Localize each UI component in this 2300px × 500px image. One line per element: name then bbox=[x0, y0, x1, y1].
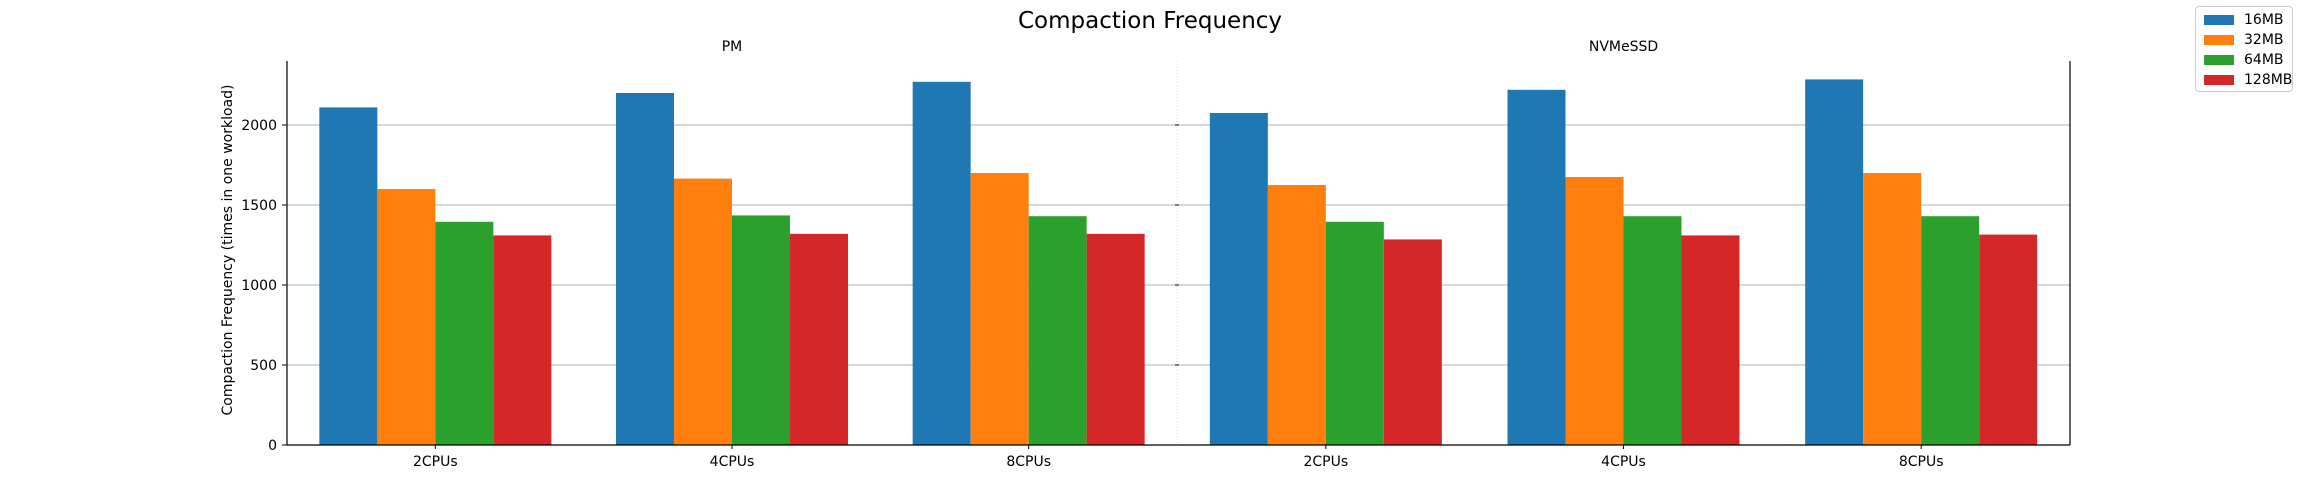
bar-pm-2cpus-64mb bbox=[435, 221, 494, 445]
bar-pm-4cpus-16mb bbox=[616, 93, 674, 445]
legend-label-64mb: 64MB bbox=[2244, 52, 2284, 68]
bar-pm-8cpus-32mb bbox=[970, 173, 1029, 445]
x-tick-label: 4CPUs bbox=[710, 454, 755, 470]
bar-nvmessd-8cpus-128mb bbox=[1979, 234, 2038, 445]
bar-pm-2cpus-16mb bbox=[319, 107, 378, 446]
bar-pm-8cpus-128mb bbox=[1086, 233, 1145, 445]
bar-nvmessd-8cpus-64mb bbox=[1921, 216, 1980, 445]
bar-nvmessd-2cpus-32mb bbox=[1267, 185, 1326, 445]
x-tick-label: 2CPUs bbox=[1303, 454, 1348, 470]
y-tick-label: 0 bbox=[268, 438, 277, 454]
legend-swatch-64mb bbox=[2204, 55, 2234, 65]
y-axis-label: Compaction Frequency (times in one workl… bbox=[220, 85, 236, 416]
x-tick-label: 2CPUs bbox=[413, 454, 458, 470]
legend-item-128mb: 128MB bbox=[2204, 71, 2292, 89]
bar-nvmessd-8cpus-16mb bbox=[1805, 79, 1864, 446]
bar-nvmessd-8cpus-32mb bbox=[1863, 173, 1922, 445]
bar-pm-4cpus-32mb bbox=[674, 178, 732, 445]
bar-nvmessd-2cpus-16mb bbox=[1209, 113, 1268, 445]
bar-nvmessd-4cpus-32mb bbox=[1565, 177, 1624, 445]
x-tick-label: 4CPUs bbox=[1601, 454, 1646, 470]
chart-title: Compaction Frequency bbox=[1018, 8, 1282, 34]
legend-swatch-128mb bbox=[2204, 75, 2234, 85]
legend: 16MB 32MB 64MB 128MB bbox=[2195, 6, 2293, 92]
bar-pm-4cpus-128mb bbox=[790, 233, 848, 445]
bar-nvmessd-4cpus-128mb bbox=[1681, 235, 1740, 445]
y-tick-label: 2000 bbox=[241, 118, 277, 134]
panel-title: NVMeSSD bbox=[1589, 39, 1658, 55]
panel-title: PM bbox=[722, 39, 743, 55]
bar-pm-2cpus-128mb bbox=[493, 235, 552, 445]
legend-label-128mb: 128MB bbox=[2244, 72, 2293, 88]
y-tick-label: 1000 bbox=[241, 278, 277, 294]
bar-pm-8cpus-64mb bbox=[1028, 216, 1087, 445]
legend-item-64mb: 64MB bbox=[2204, 51, 2284, 69]
legend-swatch-32mb bbox=[2204, 35, 2234, 45]
bar-nvmessd-4cpus-16mb bbox=[1507, 89, 1566, 446]
bar-nvmessd-2cpus-128mb bbox=[1383, 239, 1442, 445]
x-tick-label: 8CPUs bbox=[1006, 454, 1051, 470]
bar-nvmessd-2cpus-64mb bbox=[1325, 221, 1384, 445]
legend-item-16mb: 16MB bbox=[2204, 11, 2284, 29]
legend-label-16mb: 16MB bbox=[2244, 12, 2284, 28]
bar-pm-2cpus-32mb bbox=[377, 189, 436, 445]
x-tick-label: 8CPUs bbox=[1899, 454, 1944, 470]
legend-label-32mb: 32MB bbox=[2244, 32, 2284, 48]
bar-nvmessd-4cpus-64mb bbox=[1623, 216, 1682, 445]
y-tick-label: 1500 bbox=[241, 198, 277, 214]
bar-pm-8cpus-16mb bbox=[912, 81, 971, 446]
bar-pm-4cpus-64mb bbox=[732, 215, 790, 445]
legend-item-32mb: 32MB bbox=[2204, 31, 2284, 49]
y-tick-label: 500 bbox=[250, 358, 277, 374]
legend-swatch-16mb bbox=[2204, 15, 2234, 25]
